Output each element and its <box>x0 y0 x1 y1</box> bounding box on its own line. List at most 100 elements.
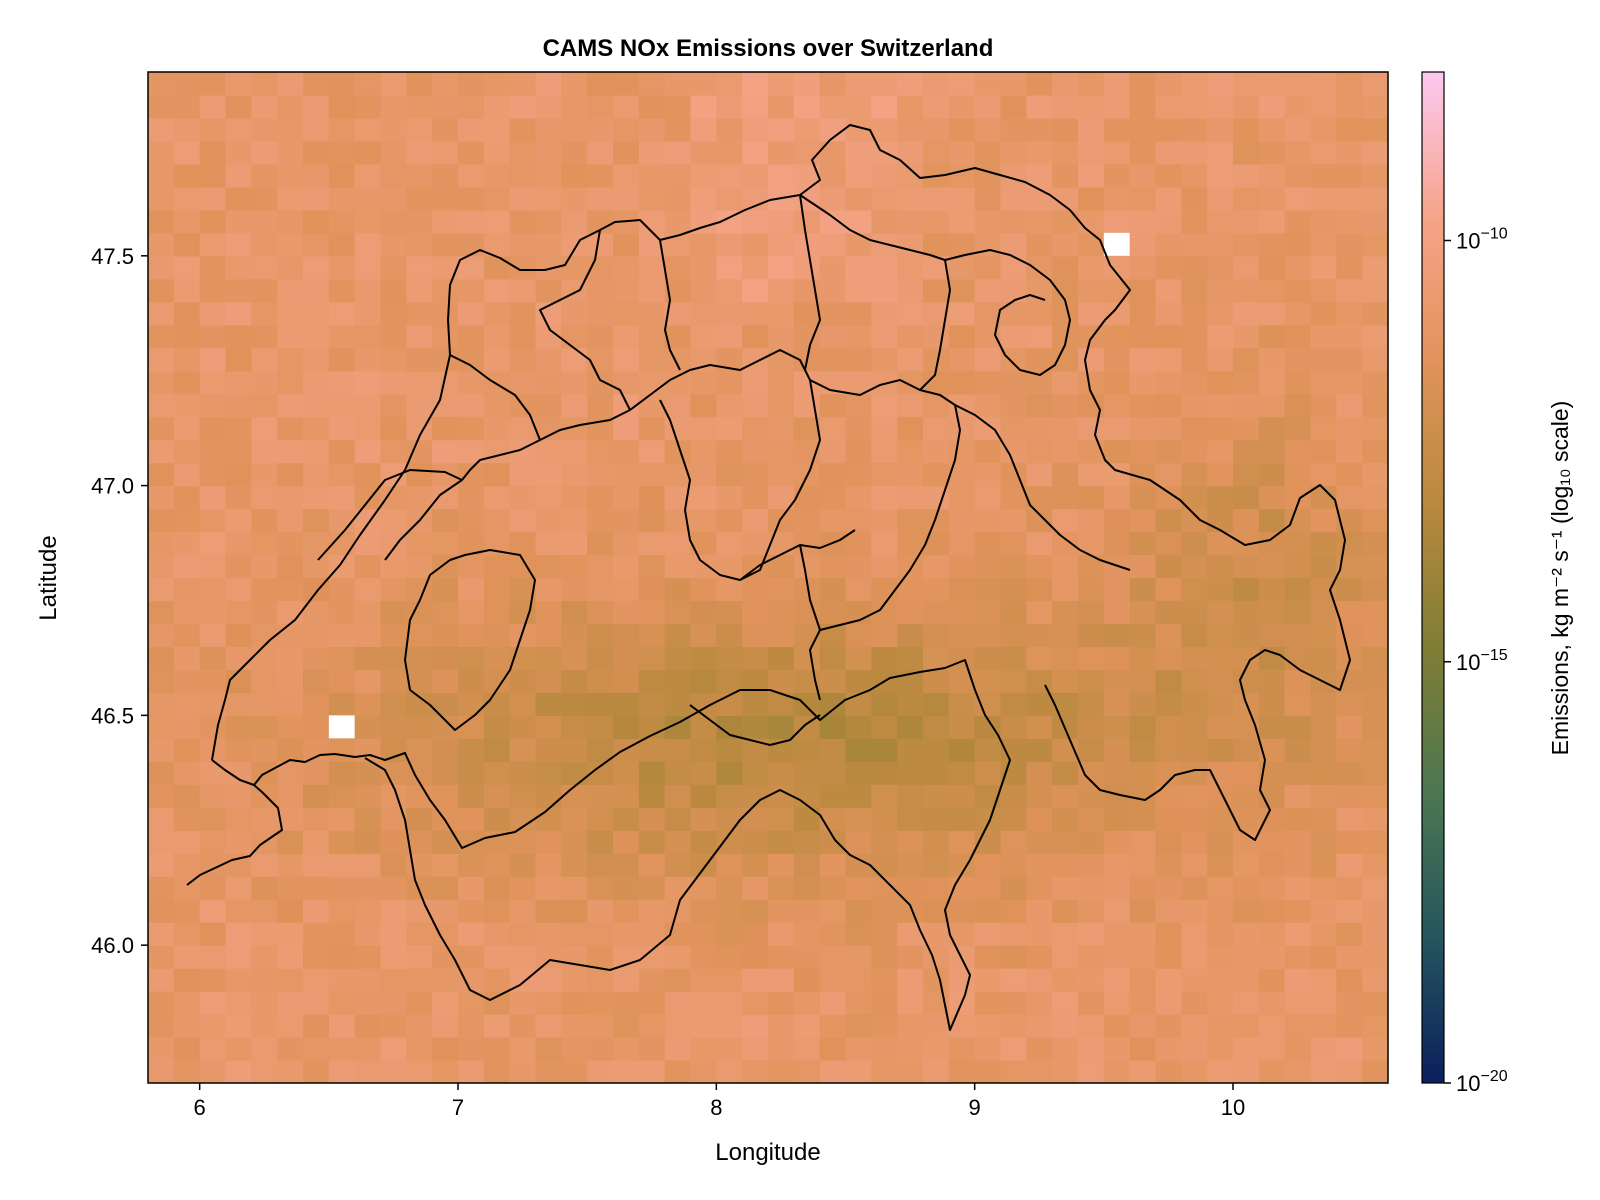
heatmap-cell <box>613 669 640 693</box>
heatmap-cell <box>613 922 640 946</box>
heatmap-cell <box>251 163 278 188</box>
heatmap-cell <box>690 140 717 165</box>
heatmap-cell <box>768 899 795 923</box>
heatmap-cell <box>845 669 872 693</box>
heatmap-cell <box>638 830 666 854</box>
heatmap-cell <box>406 784 433 808</box>
heatmap-cell <box>690 784 717 808</box>
heatmap-cell <box>690 577 717 602</box>
heatmap-cell <box>173 807 201 831</box>
heatmap-cell <box>1258 416 1286 441</box>
heatmap-cell <box>1258 278 1286 303</box>
heatmap-cell <box>225 209 252 234</box>
heatmap-cell <box>432 830 459 854</box>
heatmap-cell <box>251 1037 278 1061</box>
heatmap-cell <box>923 807 950 831</box>
heatmap-cell <box>1258 623 1286 648</box>
heatmap-cell <box>974 508 1002 533</box>
heatmap-cell <box>845 807 872 831</box>
heatmap-cell <box>1284 876 1312 900</box>
heatmap-cell <box>1362 462 1388 487</box>
heatmap-cell <box>638 163 666 188</box>
heatmap-cell <box>1284 416 1312 441</box>
heatmap-cell <box>1362 255 1388 280</box>
heatmap-cell <box>380 462 407 487</box>
heatmap-cell <box>948 876 976 900</box>
heatmap-cell <box>974 991 1002 1015</box>
heatmap-cell <box>277 1037 304 1061</box>
heatmap-cell <box>1000 416 1027 441</box>
heatmap-cell <box>1078 830 1105 854</box>
heatmap-cell <box>1078 784 1105 808</box>
heatmap-cell <box>1284 715 1312 739</box>
heatmap-cell <box>1181 485 1208 510</box>
heatmap-cell <box>948 324 976 349</box>
heatmap-cell <box>561 347 588 372</box>
heatmap-cell <box>277 1014 304 1038</box>
heatmap-cell <box>199 761 227 785</box>
heatmap-cell <box>1103 876 1131 900</box>
heatmap-cell <box>768 140 795 165</box>
heatmap-cell <box>148 853 175 877</box>
heatmap-cell <box>845 692 872 716</box>
heatmap-cell <box>871 922 898 946</box>
heatmap-cell <box>1155 784 1182 808</box>
heatmap-cell <box>793 324 821 349</box>
heatmap-cell <box>225 439 252 464</box>
heatmap-cell <box>535 301 562 326</box>
heatmap-cell <box>664 140 692 165</box>
heatmap-cell <box>380 738 407 762</box>
heatmap-cell <box>845 899 872 923</box>
heatmap-cell <box>897 140 924 165</box>
heatmap-cell <box>303 485 330 510</box>
heatmap-cell <box>303 853 330 877</box>
heatmap-cell <box>432 922 459 946</box>
heatmap-cell <box>380 347 407 372</box>
heatmap-cell <box>871 439 898 464</box>
heatmap-cell <box>1233 72 1260 96</box>
heatmap-cell <box>716 830 743 854</box>
heatmap-cell <box>1362 669 1388 693</box>
heatmap-cell <box>768 117 795 142</box>
heatmap-cell <box>1052 301 1079 326</box>
heatmap-cell <box>251 646 278 671</box>
heatmap-cell <box>1310 945 1337 969</box>
heatmap-cell <box>303 945 330 969</box>
heatmap-cell <box>1233 876 1260 900</box>
heatmap-cell <box>923 1060 950 1083</box>
heatmap-cell <box>380 232 407 257</box>
heatmap-cell <box>1181 669 1208 693</box>
heatmap-cell <box>483 807 511 831</box>
heatmap-cell <box>483 1037 511 1061</box>
heatmap-cell <box>587 1014 614 1038</box>
heatmap-cell <box>871 72 898 96</box>
heatmap-cell <box>1336 209 1363 234</box>
heatmap-cell <box>1233 278 1260 303</box>
heatmap-cell <box>793 209 821 234</box>
heatmap-cell <box>1103 784 1131 808</box>
x-tick-label: 9 <box>969 1095 981 1120</box>
heatmap-cell <box>1155 807 1182 831</box>
heatmap-cell <box>690 554 717 579</box>
heatmap-cell <box>1284 738 1312 762</box>
heatmap-cell <box>1284 278 1312 303</box>
heatmap-cell <box>1310 623 1337 648</box>
heatmap-cell <box>1336 462 1363 487</box>
heatmap-cell <box>1026 531 1053 556</box>
heatmap-cell <box>1052 876 1079 900</box>
heatmap-cell <box>535 761 562 785</box>
heatmap-cell <box>871 715 898 739</box>
heatmap-cell <box>406 393 433 418</box>
heatmap-cell <box>1026 209 1053 234</box>
heatmap-cell <box>923 347 950 372</box>
heatmap-cell <box>509 186 537 211</box>
heatmap-cell <box>1103 922 1131 946</box>
heatmap-cell <box>768 761 795 785</box>
heatmap-cell <box>742 439 769 464</box>
heatmap-cell <box>535 140 562 165</box>
heatmap-cell <box>1310 968 1337 992</box>
heatmap-cell <box>148 462 175 487</box>
heatmap-cell <box>845 784 872 808</box>
heatmap-cell <box>819 347 847 372</box>
heatmap-cell <box>1207 462 1234 487</box>
